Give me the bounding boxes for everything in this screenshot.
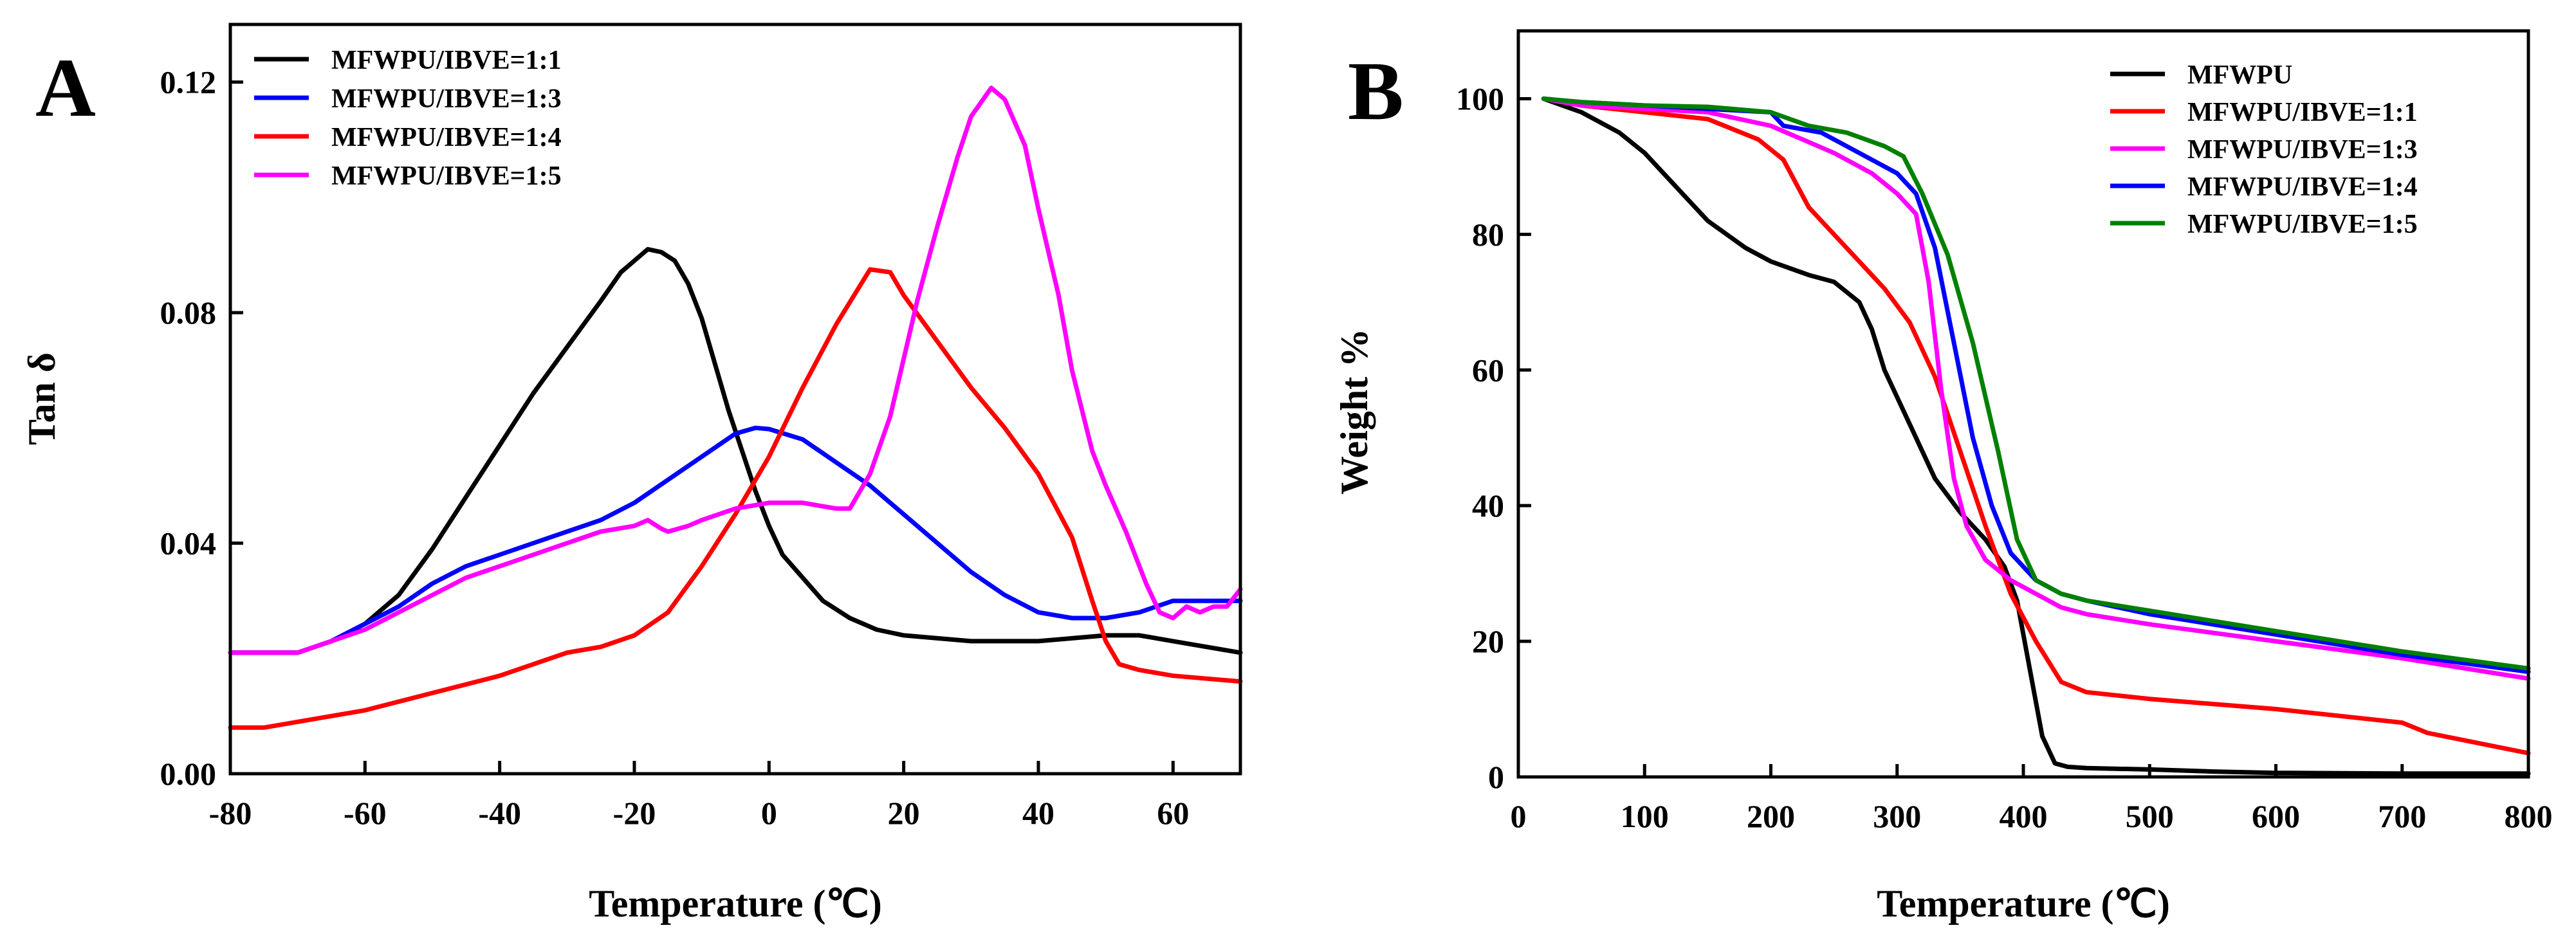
panel-a-xtick-label: 20	[888, 795, 920, 831]
panel-b-xtick-label: 300	[1873, 798, 1921, 834]
panel-b-series-line-2	[1541, 96, 2531, 681]
panel-a-plot-area	[228, 86, 1243, 730]
panel-a-xtick-label: -20	[613, 795, 656, 831]
panel-a-xlabel: Temperature (℃)	[589, 882, 882, 925]
panel-b-xtick-label: 600	[2252, 798, 2300, 834]
panel-b-series-line-0	[1541, 96, 2531, 776]
panel-b-ytick-label: 100	[1456, 80, 1504, 116]
panel-a-ytick-label: 0.00	[160, 756, 217, 792]
panel-a-legend-label-2: MFWPU/IBVE=1:4	[331, 123, 562, 152]
panel-b-ytick-label: 0	[1488, 759, 1504, 795]
panel-b-chart: B 0 100 200 300 400 500 600 700 800020406080100 …	[1333, 29, 2553, 925]
panel-b-xtick-label: 100	[1621, 798, 1669, 834]
panel-b-legend-label-3: MFWPU/IBVE=1:4	[2187, 172, 2418, 202]
panel-b-xtick-label: 700	[2378, 798, 2426, 834]
panel-a-series-line-0	[228, 247, 1243, 655]
panel-a-legend-label-1: MFWPU/IBVE=1:3	[331, 84, 562, 114]
panel-b-ytick-label: 80	[1472, 216, 1504, 252]
panel-b-legend-label-1: MFWPU/IBVE=1:1	[2187, 98, 2418, 127]
panel-b-legend-label-0: MFWPU	[2187, 60, 2292, 90]
panel-a-ytick-label: 0.08	[160, 295, 217, 331]
panel-b-xtick-label: 200	[1747, 798, 1795, 834]
panel-b-legend-label-4: MFWPU/IBVE=1:5	[2187, 210, 2418, 239]
panel-b-plot-area	[1541, 96, 2531, 776]
panel-a-ytick-label: 0.04	[160, 525, 217, 561]
panel-a-xtick-label: 0	[761, 795, 777, 831]
panel-a-series-line-2	[228, 267, 1243, 730]
panel-b-legend-label-2: MFWPU/IBVE=1:3	[2187, 135, 2418, 165]
panel-a-axes-frame	[228, 23, 1242, 776]
panel-a-xtick-label: 40	[1022, 795, 1054, 831]
panel-b-xtick-label: 800	[2505, 798, 2553, 834]
panel-a-series-line-1	[228, 425, 1243, 655]
panel-a-xtick-label: -60	[344, 795, 387, 831]
panel-b-series-line-1	[1541, 96, 2531, 756]
panel-b-ytick-label: 20	[1472, 623, 1504, 659]
panel-a-legend-label-3: MFWPU/IBVE=1:5	[331, 161, 562, 191]
panel-b-xlabel: Temperature (℃)	[1877, 882, 2170, 925]
panel-b-ylabel: Weight %	[1333, 329, 1375, 495]
panel-a-series-line-3	[228, 86, 1243, 655]
panel-a-chart: A -80 -60 -40 -20 0 20 40 60 0.00 0.04 0.08 0.12 Te…	[21, 23, 1243, 925]
panel-b-legend: MFWPU MFWPU/IBVE=1:1 MFWPU/IBVE=1:3 MFWPU/I…	[2110, 60, 2418, 239]
panel-b-xtick-label: 0	[1511, 798, 1527, 834]
panel-a-xtick-label: -80	[209, 795, 252, 831]
panel-a-ytick-label: 0.12	[160, 64, 217, 100]
panel-b-series-line-4	[1541, 96, 2531, 671]
panel-a-ylabel: Tan δ	[21, 352, 63, 445]
panel-b-ticks: 0 100 200 300 400 500 600 700 800 0 20 40 60 80 100	[1456, 80, 2553, 834]
panel-a-xtick-label: -40	[478, 795, 521, 831]
panel-b-xtick-label: 500	[2126, 798, 2174, 834]
panel-b-ytick-label: 40	[1472, 488, 1504, 524]
panel-a-letter: A	[35, 42, 96, 134]
panel-b-xtick-label: 400	[2000, 798, 2048, 834]
panel-b-letter: B	[1348, 45, 1404, 138]
panel-a-legend: MFWPU/IBVE=1:1 MFWPU/IBVE=1:3 MFWPU/IBVE=1…	[254, 46, 562, 191]
panel-a-ticks: -80 -60 -40 -20 0 20 40 60 0.00 0.04 0.08 0.12	[160, 64, 1190, 831]
panel-a-legend-label-0: MFWPU/IBVE=1:1	[331, 46, 562, 75]
panel-b-ytick-label: 60	[1472, 352, 1504, 388]
panel-a-xtick-label: 60	[1157, 795, 1189, 831]
